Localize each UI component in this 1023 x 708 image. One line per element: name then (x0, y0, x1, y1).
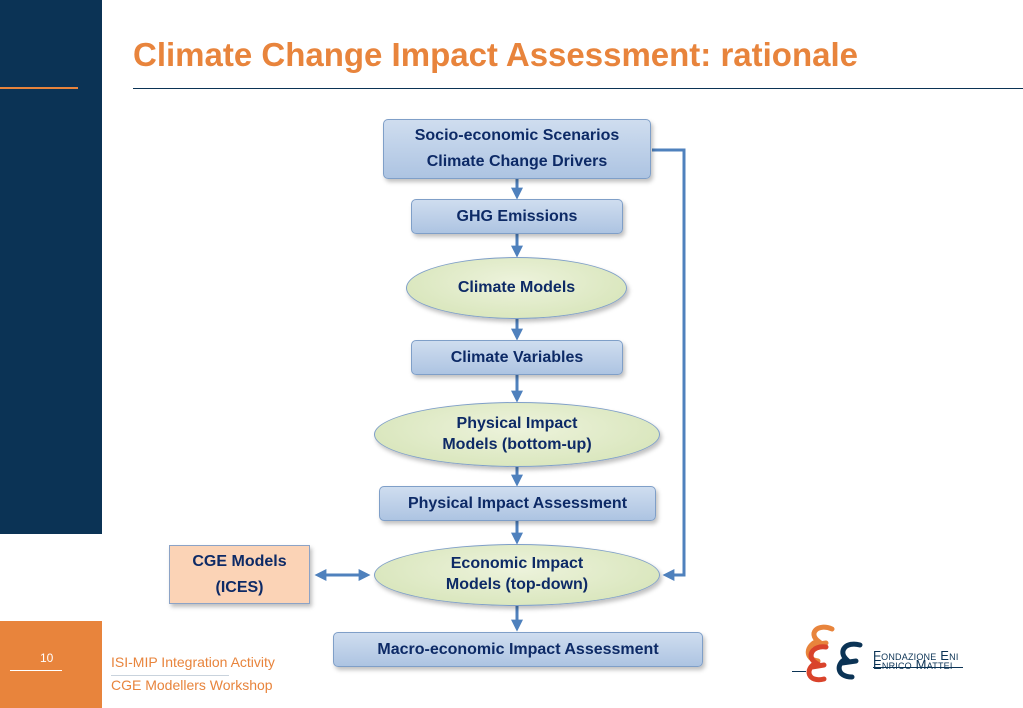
logo-text-line2: Enrico Mattei (873, 657, 953, 672)
footer-workshop-text: CGE Modellers Workshop (111, 677, 273, 693)
scenarios-label-line2: Climate Change Drivers (426, 153, 608, 170)
left-sidebar-band (0, 0, 102, 534)
cge-models-line1: CGE Models (192, 552, 287, 570)
economic-impact-models-line2: Models (top-down) (445, 576, 589, 593)
footer-rule (111, 675, 229, 676)
feem-logo-navy-e (836, 641, 863, 680)
ghg-emissions-label: GHG Emissions (456, 207, 578, 225)
scenarios-label-line1: Socio-economic Scenarios (414, 127, 620, 145)
economic-impact-models-line1: Economic Impact (450, 555, 584, 573)
physical-impact-models-line1: Physical Impact (456, 414, 578, 432)
logo-text-line1: Fondazione Eni (873, 648, 959, 663)
climate-models-oval: Climate Models (406, 257, 627, 319)
feem-logo-red-e (806, 644, 829, 683)
macro-economic-assessment-label: Macro-economic Impact Assessment (377, 640, 659, 658)
footer-activity-text: ISI-MIP Integration Activity (111, 654, 275, 670)
title-underline (133, 88, 1023, 89)
page-number-underline (10, 670, 62, 671)
sidebar-accent-rule (0, 87, 78, 89)
ghg-emissions-box: GHG Emissions (411, 199, 623, 234)
cge-models-box: CGE Models (ICES) (169, 545, 310, 604)
logo-rule (873, 667, 963, 668)
climate-models-label: Climate Models (457, 278, 576, 296)
physical-impact-assessment-box: Physical Impact Assessment (379, 486, 656, 521)
footer-orange-block (0, 621, 102, 708)
physical-impact-models-oval: Physical Impact Models (bottom-up) (374, 402, 660, 467)
climate-variables-box: Climate Variables (411, 340, 623, 375)
macro-economic-assessment-box: Macro-economic Impact Assessment (333, 632, 703, 667)
arrow-scenarios-to-economic-models (652, 148, 686, 581)
logo-dash (792, 671, 806, 672)
economic-impact-models-oval: Economic Impact Models (top-down) (374, 544, 660, 606)
slide-title: Climate Change Impact Assessment: ration… (133, 36, 859, 73)
physical-impact-assessment-label: Physical Impact Assessment (407, 494, 628, 512)
scenarios-box: Socio-economic Scenarios Climate Change … (383, 119, 651, 179)
physical-impact-models-line2: Models (bottom-up) (442, 435, 592, 453)
feem-logo-mark (805, 624, 863, 683)
page-number: 10 (40, 651, 54, 665)
climate-variables-label: Climate Variables (450, 348, 584, 366)
cge-models-line2: (ICES) (215, 578, 264, 596)
